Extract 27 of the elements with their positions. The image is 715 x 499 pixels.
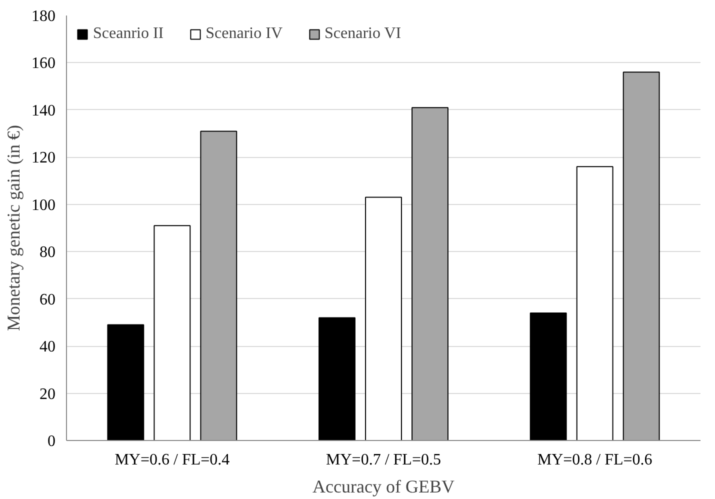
y-tick-label: 140 xyxy=(32,102,56,120)
bar xyxy=(576,166,614,440)
bar xyxy=(200,130,238,440)
x-tick-label: MY=0.8 / FL=0.6 xyxy=(537,452,652,468)
y-tick-label: 20 xyxy=(40,386,56,403)
y-tick-label: 160 xyxy=(32,55,56,72)
y-tick-label: 60 xyxy=(40,291,56,308)
bar xyxy=(154,225,191,440)
x-tick-label: MY=0.6 / FL=0.4 xyxy=(114,452,230,468)
legend-label: Scenario VI xyxy=(324,25,402,43)
x-axis-title: Accuracy of GEBV xyxy=(312,476,454,496)
y-tick-label: 100 xyxy=(32,196,56,214)
y-axis-title: Monetary genetic gain (in €) xyxy=(4,125,24,331)
legend-label: Sceanrio II xyxy=(93,25,164,43)
y-tick-label: 0 xyxy=(48,433,56,450)
bar xyxy=(412,107,448,440)
bar xyxy=(622,72,660,440)
y-tick-label: 180 xyxy=(32,8,56,25)
bar xyxy=(318,317,356,440)
y-tick-label: 120 xyxy=(32,150,56,167)
bar xyxy=(365,196,402,440)
y-tick-label: 80 xyxy=(40,244,56,262)
x-tick-label: MY=0.7 / FL=0.5 xyxy=(326,452,441,468)
bar xyxy=(530,312,567,440)
bar xyxy=(107,324,144,440)
y-tick-label: 40 xyxy=(40,338,56,356)
legend-label: Scenario IV xyxy=(206,25,282,43)
